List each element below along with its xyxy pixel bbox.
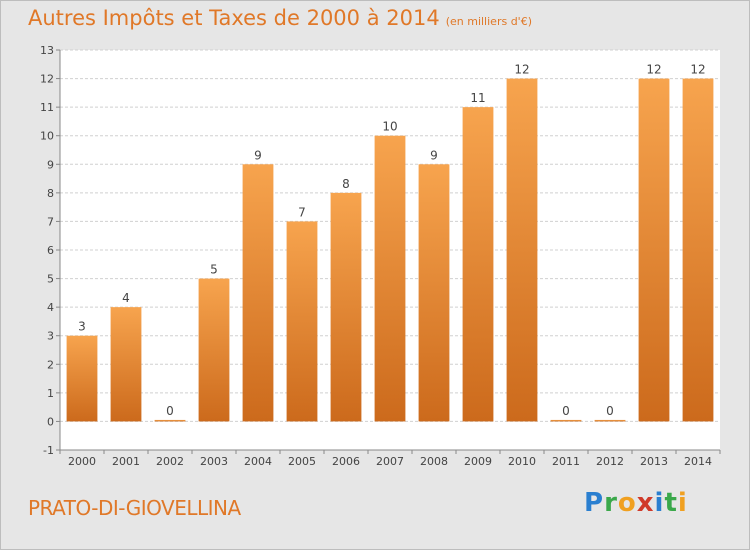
data-label: 11 [470,91,485,105]
bar [418,164,450,422]
x-tick-label: 2014 [684,455,712,468]
bar [286,221,318,422]
bar [594,419,626,422]
x-tick-label: 2001 [112,455,140,468]
y-tick-label: 7 [47,215,54,228]
x-tick-label: 2012 [596,455,624,468]
data-label: 0 [606,404,614,418]
y-tick-label: 6 [47,244,54,257]
y-tick-label: 3 [47,330,54,343]
bar [462,107,494,422]
x-tick-label: 2008 [420,455,448,468]
bars [66,78,714,422]
y-tick-label: 12 [40,73,54,86]
bar [154,419,186,422]
x-tick-label: 2005 [288,455,316,468]
y-tick-label: 2 [47,358,54,371]
data-label: 0 [562,404,570,418]
data-label: 12 [646,63,661,77]
x-tick-label: 2013 [640,455,668,468]
x-axis: 2000 2001 2002 2003 2004 2005 2006 2007 2008 2009… [59,449,721,468]
data-label: 12 [514,63,529,77]
data-label: 5 [210,263,218,277]
y-tick-label: 1 [47,387,54,400]
bar [506,78,538,422]
data-label: 12 [690,63,705,77]
data-labels: 3 4 0 5 9 7 8 10 9 11 12 0 0 12 12 [78,63,705,418]
data-label: 4 [122,291,130,305]
data-label: 7 [298,205,306,219]
x-tick-label: 2004 [244,455,272,468]
data-label: 0 [166,404,174,418]
data-label: 10 [382,120,397,134]
y-tick-label: -1 [43,444,54,457]
location-name: PRATO-DI-GIOVELLINA [28,496,241,520]
proxiti-logo: Proxiti [584,488,688,518]
bar [110,307,142,422]
y-tick-label: 5 [47,273,54,286]
x-tick-label: 2009 [464,455,492,468]
x-tick-label: 2000 [68,455,96,468]
y-tick-label: 9 [47,158,54,171]
y-tick-label: 11 [40,101,54,114]
bar [66,335,98,422]
chart-unit: (en milliers d'€) [445,15,532,28]
x-tick-label: 2006 [332,455,360,468]
x-tick-label: 2007 [376,455,404,468]
x-tick-label: 2003 [200,455,228,468]
chart-title: Autres Impôts et Taxes de 2000 à 2014 (en… [28,6,532,30]
data-label: 9 [430,148,438,162]
bar [330,192,362,422]
x-tick-label: 2002 [156,455,184,468]
chart-title-text: Autres Impôts et Taxes de 2000 à 2014 [28,6,440,30]
y-tick-label: 8 [47,187,54,200]
data-label: 3 [78,320,86,334]
data-label: 9 [254,148,262,162]
bar [374,135,406,422]
data-label: 8 [342,177,350,191]
bar [550,419,582,422]
bar [198,278,230,422]
bar [242,164,274,422]
x-tick-label: 2011 [552,455,580,468]
x-tick-label: 2010 [508,455,536,468]
y-tick-label: 4 [47,301,54,314]
bar [638,78,670,422]
bar [682,78,714,422]
y-tick-label: 0 [47,415,54,428]
y-tick-label: 13 [40,44,54,57]
y-tick-label: 10 [40,130,54,143]
